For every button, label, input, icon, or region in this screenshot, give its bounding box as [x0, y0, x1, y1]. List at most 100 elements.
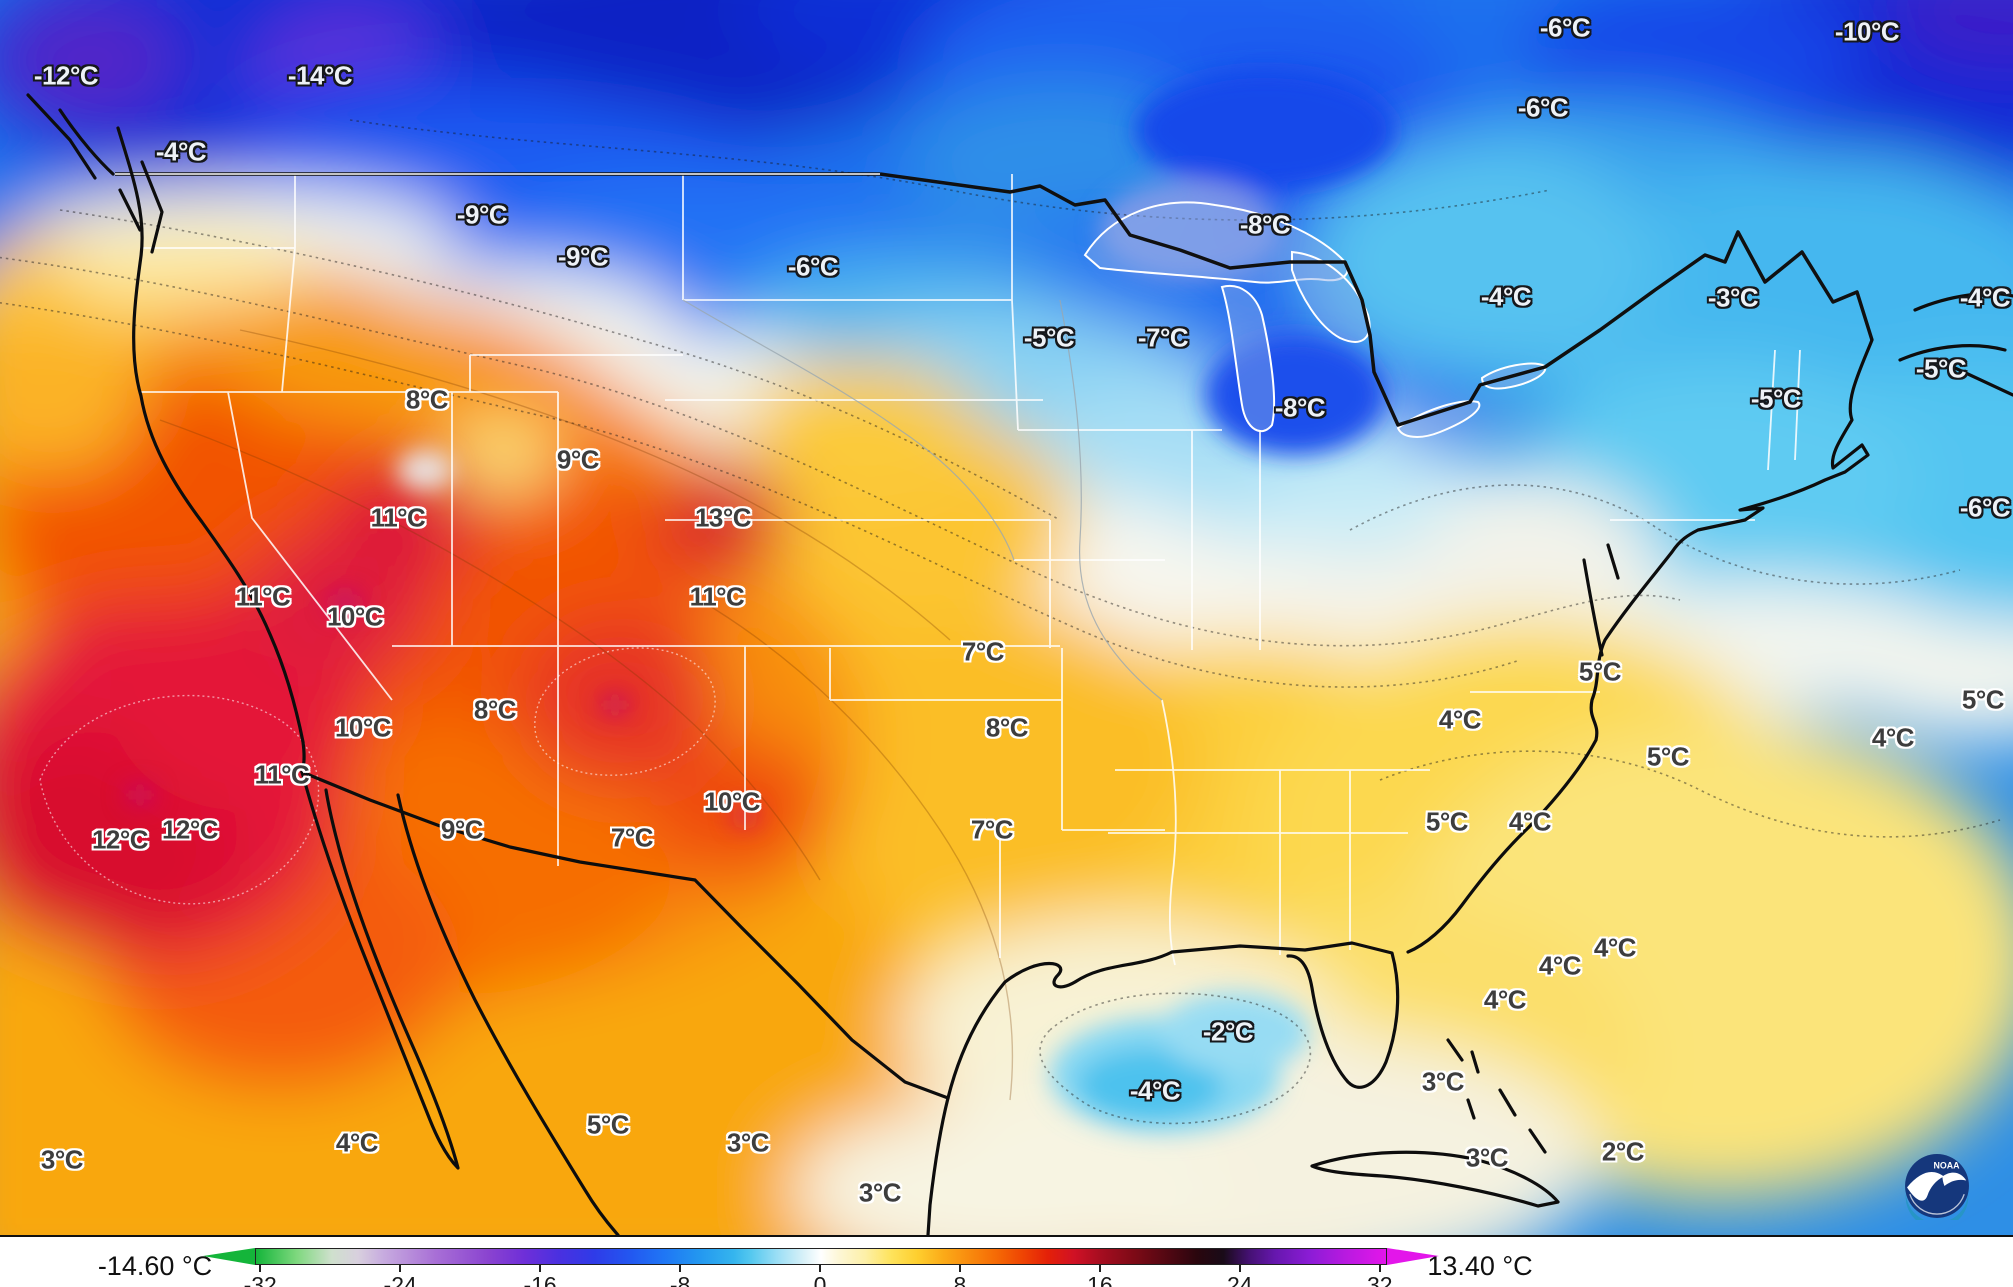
noaa-logo-text: NOAA	[1934, 1160, 1961, 1170]
colorbar-tick-mark	[259, 1265, 262, 1272]
temp-label: -5°C	[1915, 353, 1967, 384]
temp-label: -6°C	[1539, 12, 1591, 43]
temp-label: 11°C	[235, 581, 291, 612]
temp-label: 4°C	[335, 1127, 379, 1158]
colorbar-tick-label: 32	[1366, 1272, 1393, 1287]
colorbar-tick-mark	[1378, 1265, 1381, 1272]
temp-label: 7°C	[961, 636, 1005, 667]
temperature-map: -12°C -14°C -4°C -9°C -9°C -6°C -5°C -7°C -8°C -8…	[0, 0, 2013, 1237]
contour-lines-core	[39, 647, 716, 905]
colorbar-tick-label: -32	[243, 1272, 277, 1287]
temp-label: 12°C	[161, 814, 219, 845]
temp-label: 11°C	[689, 581, 745, 612]
colorbar-tick-mark	[1238, 1265, 1241, 1272]
temp-label: 7°C	[970, 814, 1014, 845]
colorbar-tick-label: 0	[813, 1272, 827, 1287]
temp-label: 4°C	[1483, 984, 1527, 1015]
temp-label: 4°C	[1538, 950, 1582, 981]
temp-label: 3°C	[1421, 1066, 1465, 1097]
temp-label: -8°C	[1239, 209, 1291, 240]
temp-label: 11°C	[370, 502, 426, 533]
temp-label: -10°C	[1834, 16, 1900, 47]
temp-label: 8°C	[985, 712, 1029, 743]
temp-label: 8°C	[405, 384, 449, 415]
temp-label: 5°C	[586, 1109, 630, 1140]
temp-label: 11°C	[254, 759, 310, 790]
temp-label: 10°C	[326, 601, 384, 632]
colorbar-tick-label: 16	[1087, 1272, 1113, 1287]
temperature-labels-layer: -12°C -14°C -4°C -9°C -9°C -6°C -5°C -7°C -8°C -8…	[33, 12, 2011, 1208]
temp-label: -4°C	[155, 136, 207, 167]
temp-label: 10°C	[334, 712, 392, 743]
noaa-logo: NOAA	[1905, 1154, 1969, 1220]
coastlines	[26, 93, 2013, 1235]
temp-label: 4°C	[1508, 806, 1552, 837]
temp-label: 3°C	[726, 1127, 770, 1158]
temp-label: 9°C	[556, 444, 600, 475]
temp-label: 5°C	[1578, 656, 1622, 687]
temp-label: -5°C	[1750, 383, 1802, 414]
temp-label: -7°C	[1137, 322, 1189, 353]
temp-label: 4°C	[1871, 722, 1915, 753]
temp-label: 5°C	[1425, 806, 1469, 837]
temp-label: 13°C	[694, 502, 752, 533]
colorbar-right-arrow	[1387, 1248, 1439, 1265]
noaa-logo-bird-body	[1907, 1172, 1944, 1201]
colorbar-tick-label: -8	[669, 1272, 691, 1287]
temp-label: -8°C	[1274, 392, 1326, 423]
temp-label: -12°C	[33, 60, 99, 91]
noaa-logo-circle	[1905, 1154, 1969, 1218]
field-smooth-blobs	[0, 0, 2013, 1235]
colorbar-tick-mark	[679, 1265, 682, 1272]
colorbar-gradient	[255, 1248, 1387, 1265]
colorbar-tick-mark	[399, 1265, 402, 1272]
colorbar-tick-label: 24	[1227, 1272, 1253, 1287]
state-borders	[140, 174, 1801, 966]
temp-label: 10°C	[703, 786, 761, 817]
temp-label: -9°C	[456, 199, 508, 230]
temp-label: -6°C	[1517, 92, 1569, 123]
colorbar-tick-mark	[958, 1265, 961, 1272]
min-temp-readout: -14.60 °C	[97, 1251, 213, 1281]
temperature-field	[0, 0, 2013, 1235]
temp-label: -9°C	[557, 241, 609, 272]
temp-label: -5°C	[1023, 322, 1075, 353]
temp-label: -14°C	[287, 60, 353, 91]
temp-label: 3°C	[40, 1144, 84, 1175]
temp-label: -2°C	[1202, 1016, 1254, 1047]
contour-lines-warm	[159, 329, 1014, 1101]
contour-lines	[0, 119, 2001, 1125]
temp-label: -4°C	[1480, 281, 1532, 312]
colorbar: -32 -24 -16 -8 0 8 16 24 32	[0, 1237, 2013, 1287]
temp-label: 5°C	[1646, 741, 1690, 772]
colorbar-tick-label: -16	[523, 1272, 557, 1287]
temp-label: 12°C	[91, 824, 149, 855]
colorbar-tick-label: -24	[383, 1272, 417, 1287]
temp-label: 4°C	[1438, 704, 1482, 735]
temp-label: -6°C	[1959, 492, 2011, 523]
temp-label: 9°C	[440, 814, 484, 845]
temp-label: 7°C	[610, 822, 654, 853]
temp-label: 3°C	[1465, 1142, 1509, 1173]
colorbar-tick-mark	[539, 1265, 542, 1272]
temp-label: -4°C	[1959, 282, 2011, 313]
temp-label: 2°C	[1601, 1136, 1645, 1167]
temp-label: 5°C	[1961, 684, 2005, 715]
rivers	[682, 299, 1163, 701]
colorbar-tick-mark	[1098, 1265, 1101, 1272]
noaa-logo-wave	[1909, 1193, 1965, 1215]
field-detail-blobs	[126, 70, 1395, 1133]
temp-label: 3°C	[858, 1177, 902, 1208]
temp-label: -4°C	[1129, 1075, 1181, 1106]
temp-label: -6°C	[787, 251, 839, 282]
temp-label: 4°C	[1593, 932, 1637, 963]
max-temp-readout: 13.40 °C	[1427, 1251, 1533, 1281]
temp-label: -3°C	[1707, 282, 1759, 313]
noaa-logo-bird-wing	[1942, 1172, 1967, 1186]
colorbar-left-arrow	[203, 1248, 255, 1265]
colorbar-tick-label: 8	[953, 1272, 967, 1287]
colorbar-tick-mark	[819, 1265, 821, 1272]
temp-label: 8°C	[473, 694, 517, 725]
